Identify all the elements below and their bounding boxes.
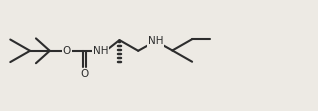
Text: O: O — [62, 46, 71, 56]
Text: NH: NH — [148, 36, 163, 46]
Text: O: O — [80, 69, 89, 79]
Text: NH: NH — [93, 46, 108, 56]
